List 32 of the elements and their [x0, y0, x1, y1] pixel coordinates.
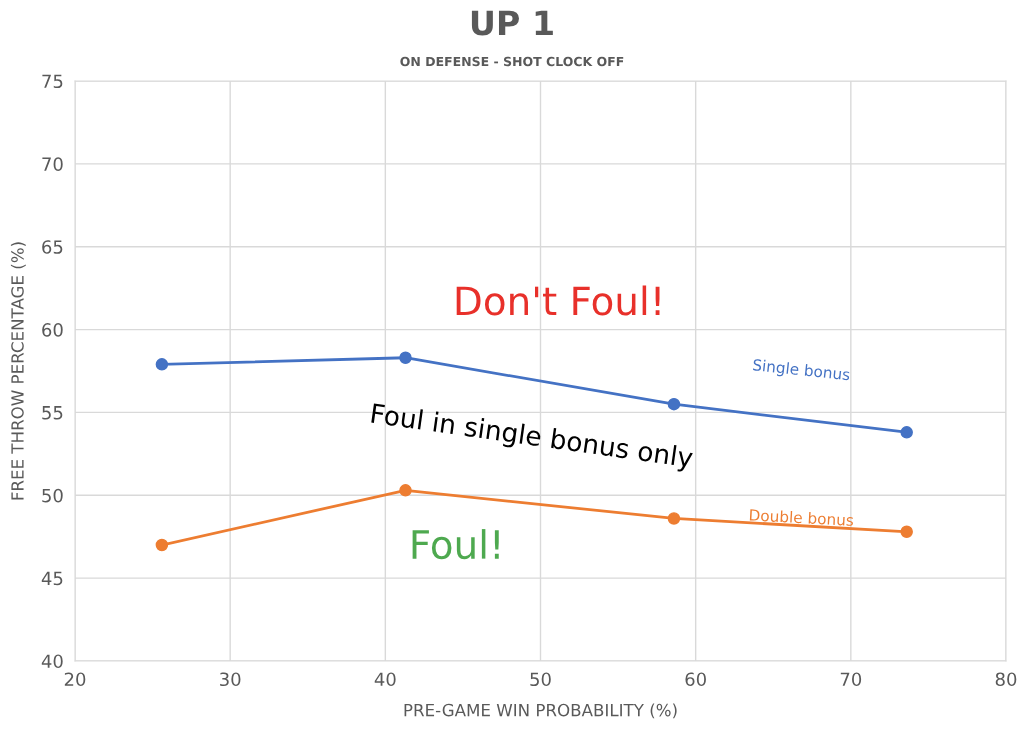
x-axis-title: PRE-GAME WIN PROBABILITY (%) — [404, 703, 677, 719]
text: Single bonus — [752, 358, 851, 384]
point — [667, 397, 681, 411]
point — [155, 538, 169, 552]
point — [399, 484, 412, 497]
y-tick-label: 75 — [42, 74, 63, 89]
chart-subtitle: ON DEFENSE - SHOT CLOCK OFF — [400, 56, 624, 67]
series-label: Double bonus — [749, 508, 854, 527]
y-tick-label: 40 — [41, 654, 63, 669]
y-tick-label: 60 — [42, 323, 63, 337]
annotation: Don't Foul! — [456, 285, 660, 316]
chart-title: UP 1 — [471, 10, 553, 36]
y-tick-label: 45 — [41, 571, 63, 586]
x-tick-label: 80 — [995, 672, 1017, 687]
point — [155, 358, 169, 371]
x-tick-label: 30 — [220, 672, 241, 687]
point — [399, 351, 412, 364]
y-axis-title: FREE THROW PERCENTAGE (%) — [10, 242, 26, 500]
y-tick-label: 65 — [42, 240, 63, 254]
x-tick-label: 20 — [64, 672, 86, 687]
y-tick-label: 50 — [42, 488, 63, 503]
x-tick-label: 70 — [840, 672, 862, 687]
annotation: Foul! — [412, 529, 499, 560]
annotation: Foul in single bonus only — [370, 402, 694, 473]
x-tick-label: 50 — [530, 672, 551, 687]
point — [900, 426, 913, 439]
x-tick-label: 60 — [685, 672, 706, 687]
y-tick-label: 55 — [42, 406, 63, 420]
y-tick-label: 70 — [42, 157, 63, 171]
x-tick-label: 40 — [374, 672, 396, 687]
point — [900, 525, 913, 538]
point — [667, 512, 681, 525]
